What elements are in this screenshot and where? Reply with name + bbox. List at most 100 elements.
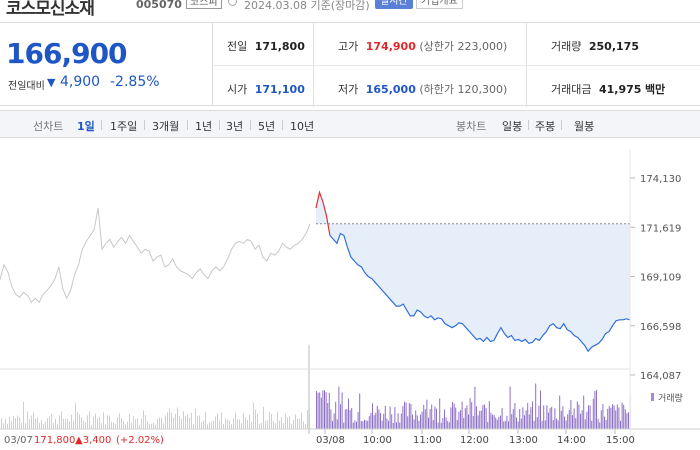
today-volume-bar [440,422,442,429]
prev-volume-bar [273,421,274,429]
today-volume-bar [508,421,509,429]
prev-volume-bar [223,423,224,429]
prev-volume-bar [129,413,130,429]
today-volume-bar [423,404,425,429]
prev-volume-bar [253,402,254,429]
today-volume-bar [576,401,578,429]
today-volume-bar [356,421,357,429]
today-volume-bar [464,408,466,429]
today-volume-bar [487,422,489,429]
prev-volume-bar [239,419,240,429]
today-volume-bar [346,409,348,429]
prev-volume-bar [61,411,62,429]
prev-volume-bar [271,413,272,429]
today-volume-bar [445,417,447,429]
prev-volume-bar [209,422,210,429]
prev-volume-bar [117,417,118,429]
period-3y-tab[interactable]: 3년 [226,120,244,133]
prev-volume-bar [263,406,264,429]
line-chart-label[interactable]: 선차트 [33,120,64,133]
today-volume-bar [408,403,410,429]
prev-volume-bar [145,414,146,429]
prev-volume-bar [241,423,242,429]
today-volume-bar [588,405,589,429]
prev-volume-bar [175,413,176,429]
today-volume-bar [514,402,516,429]
company-overview-button[interactable]: 기업개요 [416,0,463,9]
prev-volume-bar [225,418,226,429]
prev-volume-bar [147,421,148,429]
prev-close-label: 전일 [227,40,248,53]
daily-candle-tab[interactable]: 일봉 [502,120,523,133]
down-arrow-icon: ▼ [47,76,56,89]
today-volume-bar [615,410,617,429]
today-volume-bar [386,418,388,429]
prev-volume-bar [203,420,204,429]
monthly-candle-tab[interactable]: 월봉 [574,120,595,133]
prev-volume-bar [109,415,110,429]
today-volume-bar [509,386,511,429]
prev-volume-bar [93,416,94,429]
today-volume-bar [557,420,559,429]
open-value: 171,100 [254,83,305,96]
prev-volume-bar [39,422,40,429]
amount-value: 41,975 [598,83,642,96]
today-volume-bar [448,422,450,429]
y-tick-label: 166,598 [640,322,681,333]
prev-volume-bar [281,417,282,429]
today-volume-bar [336,419,338,429]
today-volume-bar [378,409,380,429]
high-value: 174,900 [365,40,416,53]
today-volume-bar [357,412,359,429]
prev-volume-bar [243,413,244,429]
weekly-candle-tab[interactable]: 주봉 [535,120,556,133]
today-volume-bar [554,408,556,429]
today-volume-bar [319,392,321,429]
today-volume-bar [524,415,525,429]
today-volume-bar [442,418,444,429]
today-volume-bar [412,414,413,429]
prev-volume-bar [17,415,18,429]
today-volume-bar [517,421,519,429]
today-volume-bar [596,390,597,429]
prev-volume-bar [45,421,46,429]
prev-volume-bar [151,423,152,429]
realtime-button[interactable]: 실시간 [375,0,413,9]
today-volume-bar [584,419,586,429]
prev-volume-bar [227,419,228,429]
prev-volume-bar [217,413,218,429]
prev-volume-bar [293,419,294,429]
prev-volume-bar [215,416,216,429]
prev-volume-bar [43,423,44,429]
today-volume-bar [525,410,527,429]
prev-volume-bar [87,415,88,429]
period-5y-tab[interactable]: 5년 [258,120,276,133]
candle-chart-label[interactable]: 봉차트 [456,120,487,133]
today-volume-bar [624,409,626,429]
today-volume-bar [364,419,365,429]
today-volume-bar [373,415,375,429]
today-volume-bar [616,404,618,429]
today-volume-bar [416,415,418,429]
stock-name[interactable]: 코스모신소재 [6,0,95,19]
today-volume-bar [589,405,591,429]
low-value: 165,000 [365,83,416,96]
y-tick-label: 174,130 [640,174,681,185]
intraday-price-chart[interactable]: 174,130 171,619 169,109 166,598 164,087 03/0… [0,150,700,450]
period-1y-tab[interactable]: 1년 [195,120,213,133]
period-1w-tab[interactable]: 1주일 [110,120,138,133]
prev-volume-bar [181,418,182,429]
today-volume-bar [600,410,602,429]
period-3m-tab[interactable]: 3개월 [152,120,180,133]
today-volume-bar [567,414,569,429]
prev-volume-bar [221,412,222,429]
today-price-line-down [329,232,631,353]
prev-volume-bar [31,415,32,429]
prev-volume-bar [291,423,292,429]
period-10y-tab[interactable]: 10년 [290,120,315,133]
prev-volume-bar [191,412,192,429]
period-1d-tab[interactable]: 1일 [77,120,95,133]
prev-volume-bar [279,420,280,429]
today-volume-bar [488,401,490,429]
prev-volume-bar [189,417,190,429]
